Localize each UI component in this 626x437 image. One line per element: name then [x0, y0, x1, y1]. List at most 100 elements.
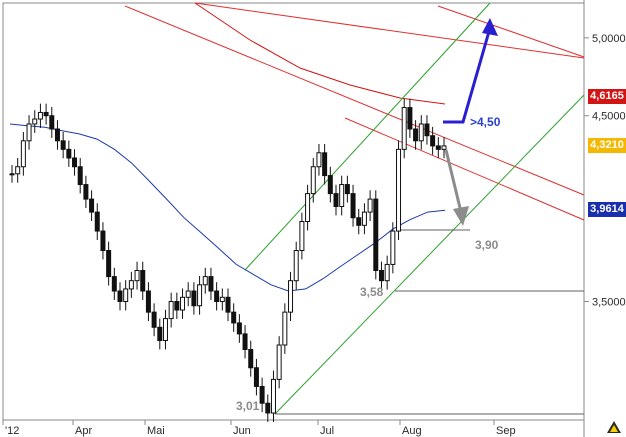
x-tick-label: Jun — [233, 425, 251, 437]
candle-body — [424, 123, 430, 137]
candle-body — [214, 290, 220, 303]
candle-body — [208, 276, 214, 292]
candle-body — [128, 280, 134, 290]
candle-body — [441, 145, 447, 150]
red-channel-outer — [437, 5, 585, 58]
annotations: >4,50 3,90 3,58 3,01 — [236, 115, 501, 413]
candle-body — [344, 184, 350, 195]
candle-body — [157, 326, 163, 342]
corner-marker-icon — [607, 421, 621, 433]
blue-moving-average — [9, 123, 446, 292]
red-channel-upper — [124, 5, 585, 196]
candle-body — [367, 198, 373, 213]
price-badge: 3,9614 — [588, 201, 626, 217]
candle-body — [15, 166, 21, 175]
candle-body — [390, 230, 396, 265]
candle-body — [94, 211, 100, 232]
candle-body — [350, 193, 356, 219]
candle-body — [293, 250, 299, 282]
candle-body — [83, 184, 89, 200]
candle-body — [435, 145, 441, 150]
annotation-label: 3,58 — [360, 285, 384, 299]
candle-body — [299, 221, 305, 252]
candle-body — [361, 211, 367, 226]
candle-body — [310, 166, 316, 195]
candle-body — [32, 118, 38, 125]
candle-body — [401, 107, 407, 150]
candle-body — [282, 311, 288, 346]
candle-body — [384, 263, 390, 282]
candle-body — [111, 276, 117, 292]
trend-channels — [124, 2, 585, 415]
price-badge: 4,6165 — [588, 88, 626, 104]
candle-body — [327, 175, 333, 195]
y-axis: 5,0000 4,5000 3,5000 — [584, 33, 626, 309]
candle-body — [151, 311, 157, 328]
y-tick-label: 5,0000 — [592, 33, 626, 45]
candle-body — [174, 301, 180, 311]
candle-body — [418, 123, 424, 142]
candle-body — [413, 128, 419, 142]
annotation-label: >4,50 — [470, 115, 501, 129]
candle-body — [396, 148, 402, 232]
candle-body — [100, 230, 106, 252]
candle-body — [225, 296, 231, 313]
candle-body — [339, 184, 345, 208]
candle-body — [202, 276, 208, 286]
candlesticks — [9, 98, 447, 422]
x-tick-label: Mai — [147, 425, 165, 437]
candle-body — [162, 318, 168, 342]
candle-body — [248, 348, 254, 369]
candle-body — [20, 140, 26, 168]
candle-body — [145, 290, 151, 313]
candle-body — [26, 123, 32, 142]
candle-body — [117, 290, 123, 303]
candle-body — [168, 301, 174, 320]
candle-body — [242, 333, 248, 350]
candle-body — [89, 198, 95, 213]
x-tick-label: '12 — [5, 425, 19, 437]
candle-body — [106, 250, 112, 278]
x-tick-label: Apr — [75, 425, 92, 437]
green-channel-lower — [274, 94, 585, 415]
candle-body — [265, 402, 271, 414]
candle-body — [191, 290, 197, 307]
candle-body — [407, 107, 413, 130]
x-axis: '12 Apr Mai Jun Jul Aug Sep — [2, 420, 516, 437]
candle-body — [253, 367, 259, 387]
red-channel-top — [194, 2, 585, 59]
long-moving-average — [194, 2, 446, 105]
plot-frame — [2, 0, 585, 437]
x-tick-label: Jul — [320, 425, 334, 437]
upside-arrowhead — [482, 18, 498, 36]
candle-body — [72, 157, 78, 168]
candle-body — [180, 296, 186, 311]
candle-body — [60, 140, 66, 150]
moving-average — [9, 123, 446, 292]
candle-body — [54, 128, 60, 142]
annotation-label: 3,01 — [236, 399, 260, 413]
candle-body — [134, 269, 140, 282]
green-channel-upper — [244, 2, 491, 271]
candle-body — [322, 152, 328, 177]
candle-body — [43, 111, 49, 117]
candle-body — [236, 322, 242, 335]
candle-body — [140, 269, 146, 292]
candle-body — [276, 344, 282, 380]
candle-body — [288, 280, 294, 313]
upside-arrow — [443, 27, 492, 124]
candle-body — [37, 111, 43, 120]
downside-arrowhead — [453, 206, 469, 226]
price-badge: 4,3210 — [588, 137, 626, 153]
candle-body — [9, 173, 15, 176]
candle-body — [378, 269, 384, 282]
candle-body — [66, 148, 72, 159]
candle-body — [373, 198, 379, 271]
y-tick-label: 4,5000 — [592, 111, 626, 123]
plot-area — [2, 2, 585, 421]
annotation-label: 3,90 — [475, 238, 499, 252]
candle-body — [123, 288, 129, 303]
candle-body — [185, 290, 191, 298]
candle-body — [270, 378, 276, 414]
